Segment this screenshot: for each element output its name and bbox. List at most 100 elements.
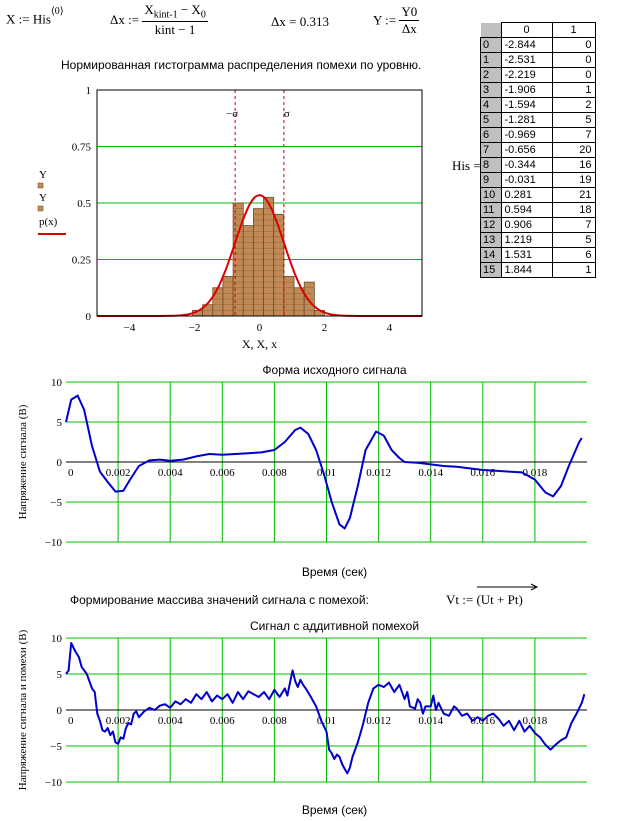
- histogram-title: Нормированная гистограмма распределения …: [61, 58, 422, 72]
- his-row-index[interactable]: 0: [480, 37, 502, 53]
- signal-line: [65, 642, 586, 775]
- chart-title: Форма исходного сигнала: [262, 363, 407, 377]
- his-cell-value[interactable]: -1.906: [500, 82, 553, 98]
- his-cell-value[interactable]: 1.531: [500, 247, 553, 263]
- chart-y-tick: 10: [51, 377, 63, 389]
- chart-y-tick: 5: [57, 417, 63, 429]
- his-row-index[interactable]: 15: [480, 262, 502, 278]
- his-cell-value[interactable]: -1.281: [500, 112, 553, 128]
- dx-num-a: X: [144, 2, 154, 17]
- his-cell-value[interactable]: -0.656: [500, 142, 553, 158]
- vt-vectorize: (Ut + Pt): [476, 583, 539, 608]
- his-cell-value[interactable]: -2.531: [500, 52, 553, 68]
- chart-y-label: Напряжение сигнала и помехи (В): [17, 629, 29, 790]
- his-cell-count[interactable]: 21: [551, 187, 596, 203]
- his-table-row: 15 1.844 1: [480, 262, 596, 278]
- his-cell-value[interactable]: -0.969: [500, 127, 553, 143]
- histogram-x-tick: 2: [322, 322, 328, 334]
- his-cell-count[interactable]: 5: [551, 112, 596, 128]
- his-cell-count[interactable]: 5: [551, 232, 596, 248]
- chart-title: Сигнал с аддитивной помехой: [250, 619, 419, 633]
- sigma-label: σ: [284, 108, 290, 120]
- y-num: Y0: [399, 4, 420, 21]
- y-den: Δx: [401, 21, 417, 36]
- chart-x-tick: 0.008: [262, 715, 287, 727]
- his-cell-value[interactable]: -0.031: [500, 172, 553, 188]
- his-cell-value[interactable]: -0.344: [500, 157, 553, 173]
- his-row-index[interactable]: 6: [480, 127, 502, 143]
- his-cell-count[interactable]: 19: [551, 172, 596, 188]
- dx-num-b: − X: [177, 2, 201, 17]
- histogram-bar: [283, 276, 295, 317]
- his-row-index[interactable]: 8: [480, 157, 502, 173]
- his-cell-value[interactable]: -2.219: [500, 67, 553, 83]
- original-signal-chart[interactable]: Форма исходного сигнала 10 5 0 −5 −10 0 0.002 0.…: [0, 360, 621, 590]
- dx-value[interactable]: Δx = 0.313: [271, 14, 329, 29]
- y-lhs: Y :=: [373, 12, 397, 28]
- histogram-x-label: X, X, x: [242, 337, 277, 351]
- his-cell-count[interactable]: 1: [551, 262, 596, 278]
- vt-formula[interactable]: Vt := (Ut + Pt): [446, 583, 539, 608]
- his-table-row: 14 1.531 6: [480, 247, 596, 263]
- his-cell-value[interactable]: -2.844: [500, 37, 553, 53]
- his-cell-count[interactable]: 0: [551, 67, 596, 83]
- y-definition[interactable]: Y := Y0 Δx: [373, 4, 420, 37]
- his-cell-count[interactable]: 1: [551, 82, 596, 98]
- dx-definition[interactable]: Δx := Xkint-1 − X0 kint − 1: [110, 2, 208, 38]
- x-definition[interactable]: X := His⟨0⟩: [6, 6, 64, 27]
- his-table-row: 0 -2.844 0: [480, 37, 596, 53]
- his-cell-count[interactable]: 7: [551, 217, 596, 233]
- his-row-index[interactable]: 2: [480, 67, 502, 83]
- his-row-index[interactable]: 5: [480, 112, 502, 128]
- his-row-index[interactable]: 9: [480, 172, 502, 188]
- chart-y-tick: −5: [50, 741, 62, 753]
- his-cell-count[interactable]: 16: [551, 157, 596, 173]
- his-table-row: 4 -1.594 2: [480, 97, 596, 113]
- his-table-row: 13 1.219 5: [480, 232, 596, 248]
- his-table-row: 9 -0.031 19: [480, 172, 596, 188]
- his-cell-count[interactable]: 20: [551, 142, 596, 158]
- his-cell-value[interactable]: 1.844: [500, 262, 553, 278]
- his-row-index[interactable]: 14: [480, 247, 502, 263]
- his-cell-value[interactable]: -1.594: [500, 97, 553, 113]
- his-cell-value[interactable]: 0.594: [500, 202, 553, 218]
- his-col-header-0: 0: [500, 22, 553, 38]
- his-row-index[interactable]: 3: [480, 82, 502, 98]
- his-table[interactable]: 0 1 0 -2.844 0 1 -2.531 0 2 -2.219 0 3 -1.906 1 4 -1.…: [480, 22, 596, 278]
- his-row-index[interactable]: 13: [480, 232, 502, 248]
- his-cell-value[interactable]: 0.906: [500, 217, 553, 233]
- chart-x-label: Время (сек): [302, 803, 367, 817]
- his-row-index[interactable]: 12: [480, 217, 502, 233]
- his-row-index[interactable]: 10: [480, 187, 502, 203]
- histogram-bar: [253, 208, 264, 317]
- dx-num-b-sub: 0: [200, 9, 206, 21]
- his-table-row: 3 -1.906 1: [480, 82, 596, 98]
- y-fraction: Y0 Δx: [399, 4, 420, 37]
- chart-x-tick: 0.014: [418, 715, 443, 727]
- histogram-x-tick: 0: [257, 322, 263, 334]
- vt-description: Формирование массива значений сигнала с …: [70, 593, 369, 607]
- his-cell-value[interactable]: 1.219: [500, 232, 553, 248]
- his-cell-count[interactable]: 7: [551, 127, 596, 143]
- noisy-signal-chart[interactable]: Сигнал с аддитивной помехой 10 5 0 −5 −10 0 0.0…: [0, 614, 621, 821]
- x-def-rhs: His: [32, 11, 51, 27]
- histogram-chart[interactable]: 0 0.25 0.5 0.75 1 −4 −2 0 2 4 −σ σ X, X, x YYp(x): [0, 80, 440, 370]
- his-cell-count[interactable]: 18: [551, 202, 596, 218]
- x-def-sup: ⟨0⟩: [50, 6, 64, 17]
- histogram-bar: [263, 196, 275, 317]
- his-cell-value[interactable]: 0.281: [500, 187, 553, 203]
- his-table-row: 5 -1.281 5: [480, 112, 596, 128]
- his-cell-count[interactable]: 2: [551, 97, 596, 113]
- his-cell-count[interactable]: 0: [551, 37, 596, 53]
- his-cell-count[interactable]: 6: [551, 247, 596, 263]
- dx-num-a-sub: kint-1: [153, 9, 178, 21]
- his-row-index[interactable]: 1: [480, 52, 502, 68]
- histogram-x-tick: −2: [189, 322, 201, 334]
- his-table-header: 0 1: [480, 22, 596, 38]
- his-table-row: 1 -2.531 0: [480, 52, 596, 68]
- his-row-index[interactable]: 4: [480, 97, 502, 113]
- his-row-index[interactable]: 7: [480, 142, 502, 158]
- his-cell-count[interactable]: 0: [551, 52, 596, 68]
- his-row-index[interactable]: 11: [480, 202, 502, 218]
- dx-den: kint − 1: [154, 21, 196, 37]
